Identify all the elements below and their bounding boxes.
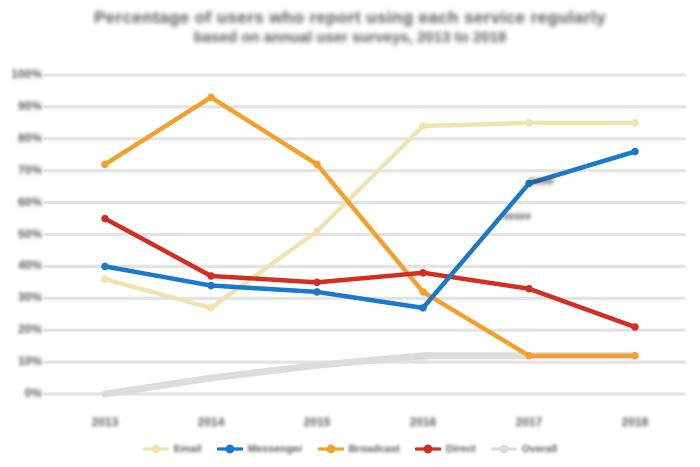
data-point bbox=[313, 160, 321, 169]
data-point bbox=[207, 281, 215, 290]
data-point bbox=[207, 272, 215, 280]
data-point bbox=[631, 351, 639, 360]
data-point bbox=[525, 284, 533, 293]
data-point bbox=[313, 288, 321, 296]
data-point bbox=[101, 160, 109, 169]
legend-label: Direct bbox=[445, 443, 476, 455]
legend-label: Messenger bbox=[247, 443, 303, 455]
series-line-direct bbox=[102, 216, 638, 330]
chart-title: Percentage of users who report using eac… bbox=[0, 8, 700, 46]
legend-item-overall: Overall bbox=[490, 443, 558, 455]
data-point bbox=[101, 262, 109, 271]
data-point bbox=[419, 122, 427, 130]
data-point bbox=[525, 351, 533, 360]
data-point bbox=[525, 119, 533, 127]
legend-label: Broadcast bbox=[348, 443, 400, 455]
series-line-broadcast bbox=[102, 95, 638, 358]
legend-item-email: Email bbox=[142, 443, 202, 455]
series-line-messenger bbox=[102, 149, 638, 311]
series-line-email bbox=[102, 120, 638, 311]
legend: Email Messenger Broadcast Direct Overall bbox=[0, 438, 700, 460]
legend-label: Email bbox=[173, 443, 202, 455]
data-point bbox=[631, 323, 639, 331]
data-point bbox=[419, 304, 427, 312]
legend-line-dot-icon bbox=[317, 444, 344, 454]
data-point bbox=[631, 119, 639, 127]
data-point bbox=[313, 278, 321, 287]
data-point bbox=[631, 147, 639, 156]
legend-line-dot-icon bbox=[142, 444, 169, 454]
data-point bbox=[207, 93, 215, 102]
data-point bbox=[313, 227, 321, 236]
data-point bbox=[101, 214, 109, 223]
legend-item-messenger: Messenger bbox=[216, 443, 303, 455]
data-point bbox=[101, 275, 109, 283]
legend-item-broadcast: Broadcast bbox=[317, 443, 400, 455]
data-point bbox=[207, 304, 215, 312]
legend-label: Overall bbox=[521, 443, 558, 455]
data-point bbox=[419, 268, 427, 277]
legend-item-direct: Direct bbox=[414, 443, 476, 455]
legend-line-dot-icon bbox=[216, 444, 243, 454]
data-point bbox=[525, 179, 533, 188]
chart-title-line1: Percentage of users who report using eac… bbox=[93, 8, 607, 27]
chart-title-line2: based on annual user surveys, 2013 to 20… bbox=[193, 29, 507, 46]
data-point bbox=[419, 288, 427, 296]
legend-line-dot-icon bbox=[490, 444, 517, 454]
legend-line-dot-icon bbox=[414, 444, 441, 454]
